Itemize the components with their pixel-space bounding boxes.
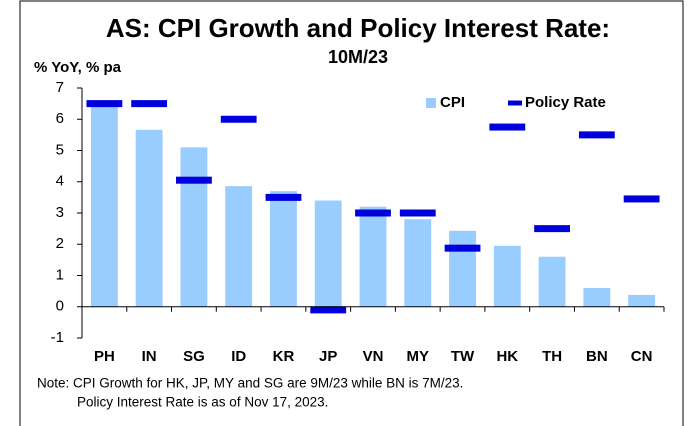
bar bbox=[449, 230, 476, 307]
policy-marker bbox=[310, 306, 347, 314]
policy-marker bbox=[355, 209, 391, 217]
y-tick-label: 7 bbox=[56, 79, 64, 96]
y-tick-label: 0 bbox=[56, 298, 64, 315]
bar bbox=[135, 129, 163, 307]
policy-marker bbox=[623, 195, 660, 203]
frame bbox=[19, 0, 684, 426]
policy-marker bbox=[489, 123, 526, 131]
policy-marker bbox=[265, 193, 302, 201]
legend-label: CPI bbox=[440, 94, 465, 111]
policy-marker bbox=[131, 100, 168, 108]
y-axis-label: % YoY, % pa bbox=[34, 59, 122, 76]
x-tick-label: IN bbox=[142, 348, 157, 365]
x-tick-label: KR bbox=[273, 348, 295, 365]
x-tick-label: CN bbox=[631, 348, 653, 365]
y-tick-label: 4 bbox=[56, 173, 64, 190]
x-tick-label: VN bbox=[363, 348, 384, 365]
legend-label: Policy Rate bbox=[525, 94, 606, 111]
bar bbox=[225, 186, 253, 307]
policy-marker bbox=[399, 209, 436, 217]
legend-swatch bbox=[508, 100, 522, 106]
chart-subtitle: 10M/23 bbox=[328, 47, 388, 67]
y-tick-label: 3 bbox=[56, 204, 64, 221]
note: Policy Interest Rate is as of Nov 17, 20… bbox=[77, 395, 328, 410]
y-tick-label: 2 bbox=[56, 235, 64, 252]
y-tick-label: -1 bbox=[51, 329, 64, 346]
policy-marker bbox=[86, 100, 123, 108]
x-tick-label: PH bbox=[94, 348, 115, 365]
x-tick-label: HK bbox=[496, 348, 518, 365]
note: Note: CPI Growth for HK, JP, MY and SG a… bbox=[37, 376, 463, 391]
y-tick-label: 5 bbox=[56, 141, 64, 158]
bar bbox=[493, 245, 521, 307]
policy-marker bbox=[176, 176, 212, 184]
policy-marker bbox=[534, 225, 570, 233]
x-tick-label: TH bbox=[542, 348, 562, 365]
bar bbox=[404, 219, 432, 307]
chart-title: AS: CPI Growth and Policy Interest Rate: bbox=[106, 13, 610, 43]
y-tick-label: 1 bbox=[56, 266, 64, 283]
x-tick-label: TW bbox=[451, 348, 475, 365]
bar bbox=[359, 206, 387, 307]
policy-marker bbox=[444, 244, 481, 252]
policy-marker bbox=[578, 131, 615, 139]
bar bbox=[538, 256, 566, 307]
x-tick-label: MY bbox=[407, 348, 430, 365]
bar bbox=[270, 191, 297, 307]
bar bbox=[90, 103, 118, 307]
x-tick-label: JP bbox=[319, 348, 337, 365]
y-tick-label: 6 bbox=[56, 110, 64, 127]
policy-marker bbox=[220, 115, 257, 123]
bar bbox=[583, 288, 611, 307]
x-tick-label: BN bbox=[586, 348, 608, 365]
bar bbox=[314, 200, 342, 307]
x-tick-label: ID bbox=[231, 348, 246, 365]
bar bbox=[628, 294, 656, 307]
legend-swatch bbox=[426, 98, 436, 108]
bar bbox=[180, 147, 208, 307]
x-tick-label: SG bbox=[183, 348, 205, 365]
